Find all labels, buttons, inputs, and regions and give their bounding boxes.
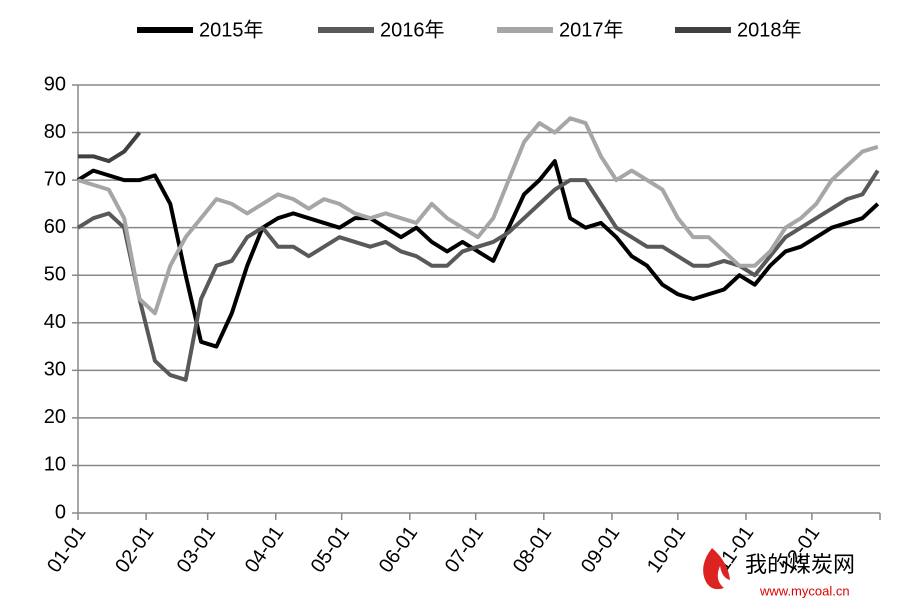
watermark-url: www.mycoal.cn <box>759 583 850 598</box>
x-tick-label: 05-01 <box>307 522 354 577</box>
x-tick-label: 08-01 <box>509 522 556 577</box>
y-tick-label: 40 <box>44 311 66 333</box>
x-tick-label: 04-01 <box>241 522 288 577</box>
series-line <box>76 159 880 349</box>
series-line <box>76 169 880 382</box>
y-tick-label: 10 <box>44 454 66 476</box>
y-tick-label: 0 <box>55 501 66 523</box>
y-tick-label: 20 <box>44 406 66 428</box>
x-tick-label: 06-01 <box>375 522 422 577</box>
x-tick-label: 02-01 <box>111 522 158 577</box>
y-tick-label: 90 <box>44 73 66 95</box>
watermark-logo <box>703 548 730 590</box>
watermark: 我的煤炭网 www.mycoal.cn <box>703 548 855 598</box>
y-tick-label: 60 <box>44 216 66 238</box>
x-tick-label: 03-01 <box>173 522 220 577</box>
y-tick-label: 50 <box>44 264 66 286</box>
x-tick-label: 10-01 <box>643 522 690 577</box>
x-tick-label: 01-01 <box>43 522 90 577</box>
series-line <box>78 131 142 164</box>
legend-label: 2015年 <box>199 18 264 41</box>
y-tick-label: 70 <box>44 168 66 190</box>
legend-label: 2016年 <box>380 18 445 41</box>
x-tick-label: 07-01 <box>441 522 488 577</box>
y-tick-label: 80 <box>44 121 66 143</box>
legend-label: 2017年 <box>559 18 624 41</box>
legend-label: 2018年 <box>737 18 802 41</box>
x-tick-label: 09-01 <box>577 522 624 577</box>
watermark-name: 我的煤炭网 <box>745 552 855 577</box>
y-tick-label: 30 <box>44 359 66 381</box>
series-line <box>77 116 879 316</box>
